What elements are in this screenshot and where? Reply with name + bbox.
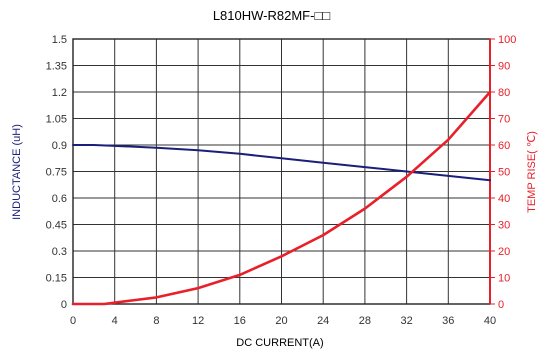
x-tick-label: 0	[70, 315, 76, 327]
y-tick-label-right: 70	[498, 114, 510, 126]
y-tick-label-left: 0.45	[46, 220, 67, 232]
y-tick-label-right: 60	[498, 140, 510, 152]
y-tick-label-left: 0.75	[46, 167, 67, 179]
chart-title: L810HW-R82MF-□□	[212, 8, 331, 23]
y-tick-label-right: 10	[498, 273, 510, 285]
y-tick-label-right: 90	[498, 61, 510, 73]
x-tick-label: 20	[275, 315, 287, 327]
y-tick-label-right: 20	[498, 246, 510, 258]
x-tick-label: 40	[484, 315, 496, 327]
x-axis-label: DC CURRENT(A)	[236, 337, 323, 349]
x-tick-label: 4	[112, 315, 118, 327]
x-tick-label: 12	[192, 315, 204, 327]
y-tick-label-right: 80	[498, 87, 510, 99]
y-tick-label-right: 30	[498, 220, 510, 232]
grid	[72, 38, 495, 305]
temp-rise-line	[71, 90, 492, 306]
y-tick-label-left: 0.6	[52, 193, 67, 205]
y-tick-label-right: 100	[498, 34, 516, 46]
y-tick-label-left: 0	[61, 299, 67, 311]
y-tick-label-left: 1.05	[46, 114, 67, 126]
y-tick-label-left: 1.35	[46, 61, 67, 73]
left-tick-labels: 0 0.15 0.3 0.45 0.6 0.75 0.9 1.05 1.2 1.35 1.5	[46, 34, 67, 311]
right-tick-labels: 0 10 20 30 40 50 60 70 80 90 100	[498, 34, 516, 311]
y-tick-label-right: 0	[498, 299, 504, 311]
y-tick-label-left: 1.5	[52, 34, 67, 46]
y-tick-label-left: 0.15	[46, 273, 67, 285]
series-lines	[71, 90, 492, 306]
x-tick-label: 28	[359, 315, 371, 327]
y-tick-label-left: 0.9	[52, 140, 67, 152]
y-tick-label-right: 40	[498, 193, 510, 205]
y-axis-label-left: INDUCTANCE (uH)	[11, 124, 23, 220]
x-tick-label: 36	[442, 315, 454, 327]
x-tick-labels: 0 4 8 12 16 20 24 28 32 36 40	[70, 315, 496, 327]
y-axis-label-right: TEMP RISE( ℃)	[526, 131, 538, 213]
x-tick-label: 24	[317, 315, 329, 327]
x-tick-label: 16	[234, 315, 246, 327]
y-tick-label-left: 1.2	[52, 87, 67, 99]
x-tick-label: 32	[400, 315, 412, 327]
x-tick-label: 8	[153, 315, 159, 327]
y-tick-label-right: 50	[498, 167, 510, 179]
y-tick-label-left: 0.3	[52, 246, 67, 258]
